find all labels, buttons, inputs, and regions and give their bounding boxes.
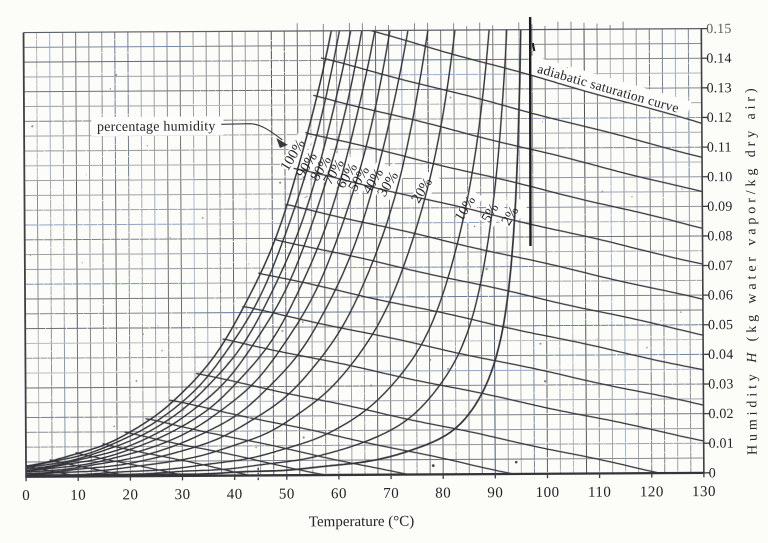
svg-text:50: 50 bbox=[279, 486, 295, 502]
svg-text:0.07: 0.07 bbox=[708, 259, 733, 274]
svg-text:0.15: 0.15 bbox=[706, 22, 731, 37]
svg-text:0: 0 bbox=[22, 488, 30, 504]
svg-text:70: 70 bbox=[383, 486, 399, 502]
svg-text:0.13: 0.13 bbox=[707, 81, 732, 96]
svg-text:0.14: 0.14 bbox=[706, 52, 731, 67]
svg-text:30: 30 bbox=[175, 487, 191, 503]
svg-text:0.11: 0.11 bbox=[707, 140, 732, 155]
svg-text:80: 80 bbox=[435, 486, 451, 502]
svg-text:110: 110 bbox=[588, 485, 612, 501]
svg-text:0.02: 0.02 bbox=[708, 407, 733, 422]
svg-text:0.10: 0.10 bbox=[707, 170, 732, 185]
svg-text:100: 100 bbox=[536, 485, 560, 501]
svg-text:0.04: 0.04 bbox=[708, 348, 733, 363]
svg-text:Temperature (°C): Temperature (°C) bbox=[309, 514, 414, 531]
svg-text:120: 120 bbox=[640, 484, 664, 500]
svg-text:40: 40 bbox=[227, 487, 243, 503]
svg-text:percentage humidity: percentage humidity bbox=[97, 119, 216, 135]
svg-text:10: 10 bbox=[70, 488, 86, 504]
svg-text:0.03: 0.03 bbox=[708, 377, 733, 392]
svg-text:0.05: 0.05 bbox=[708, 318, 733, 333]
svg-text:20: 20 bbox=[122, 487, 138, 503]
svg-text:130: 130 bbox=[692, 484, 716, 500]
svg-text:Humidity H (kg water vapor/kg: Humidity H (kg water vapor/kg dry air) bbox=[744, 84, 761, 455]
svg-text:60: 60 bbox=[331, 486, 347, 502]
svg-text:0.09: 0.09 bbox=[707, 200, 732, 215]
svg-text:0.01: 0.01 bbox=[709, 437, 734, 452]
svg-text:0: 0 bbox=[709, 466, 716, 481]
svg-text:0.12: 0.12 bbox=[707, 111, 732, 126]
svg-text:0.08: 0.08 bbox=[707, 229, 732, 244]
svg-text:0.06: 0.06 bbox=[708, 288, 733, 303]
svg-text:90: 90 bbox=[487, 485, 503, 501]
